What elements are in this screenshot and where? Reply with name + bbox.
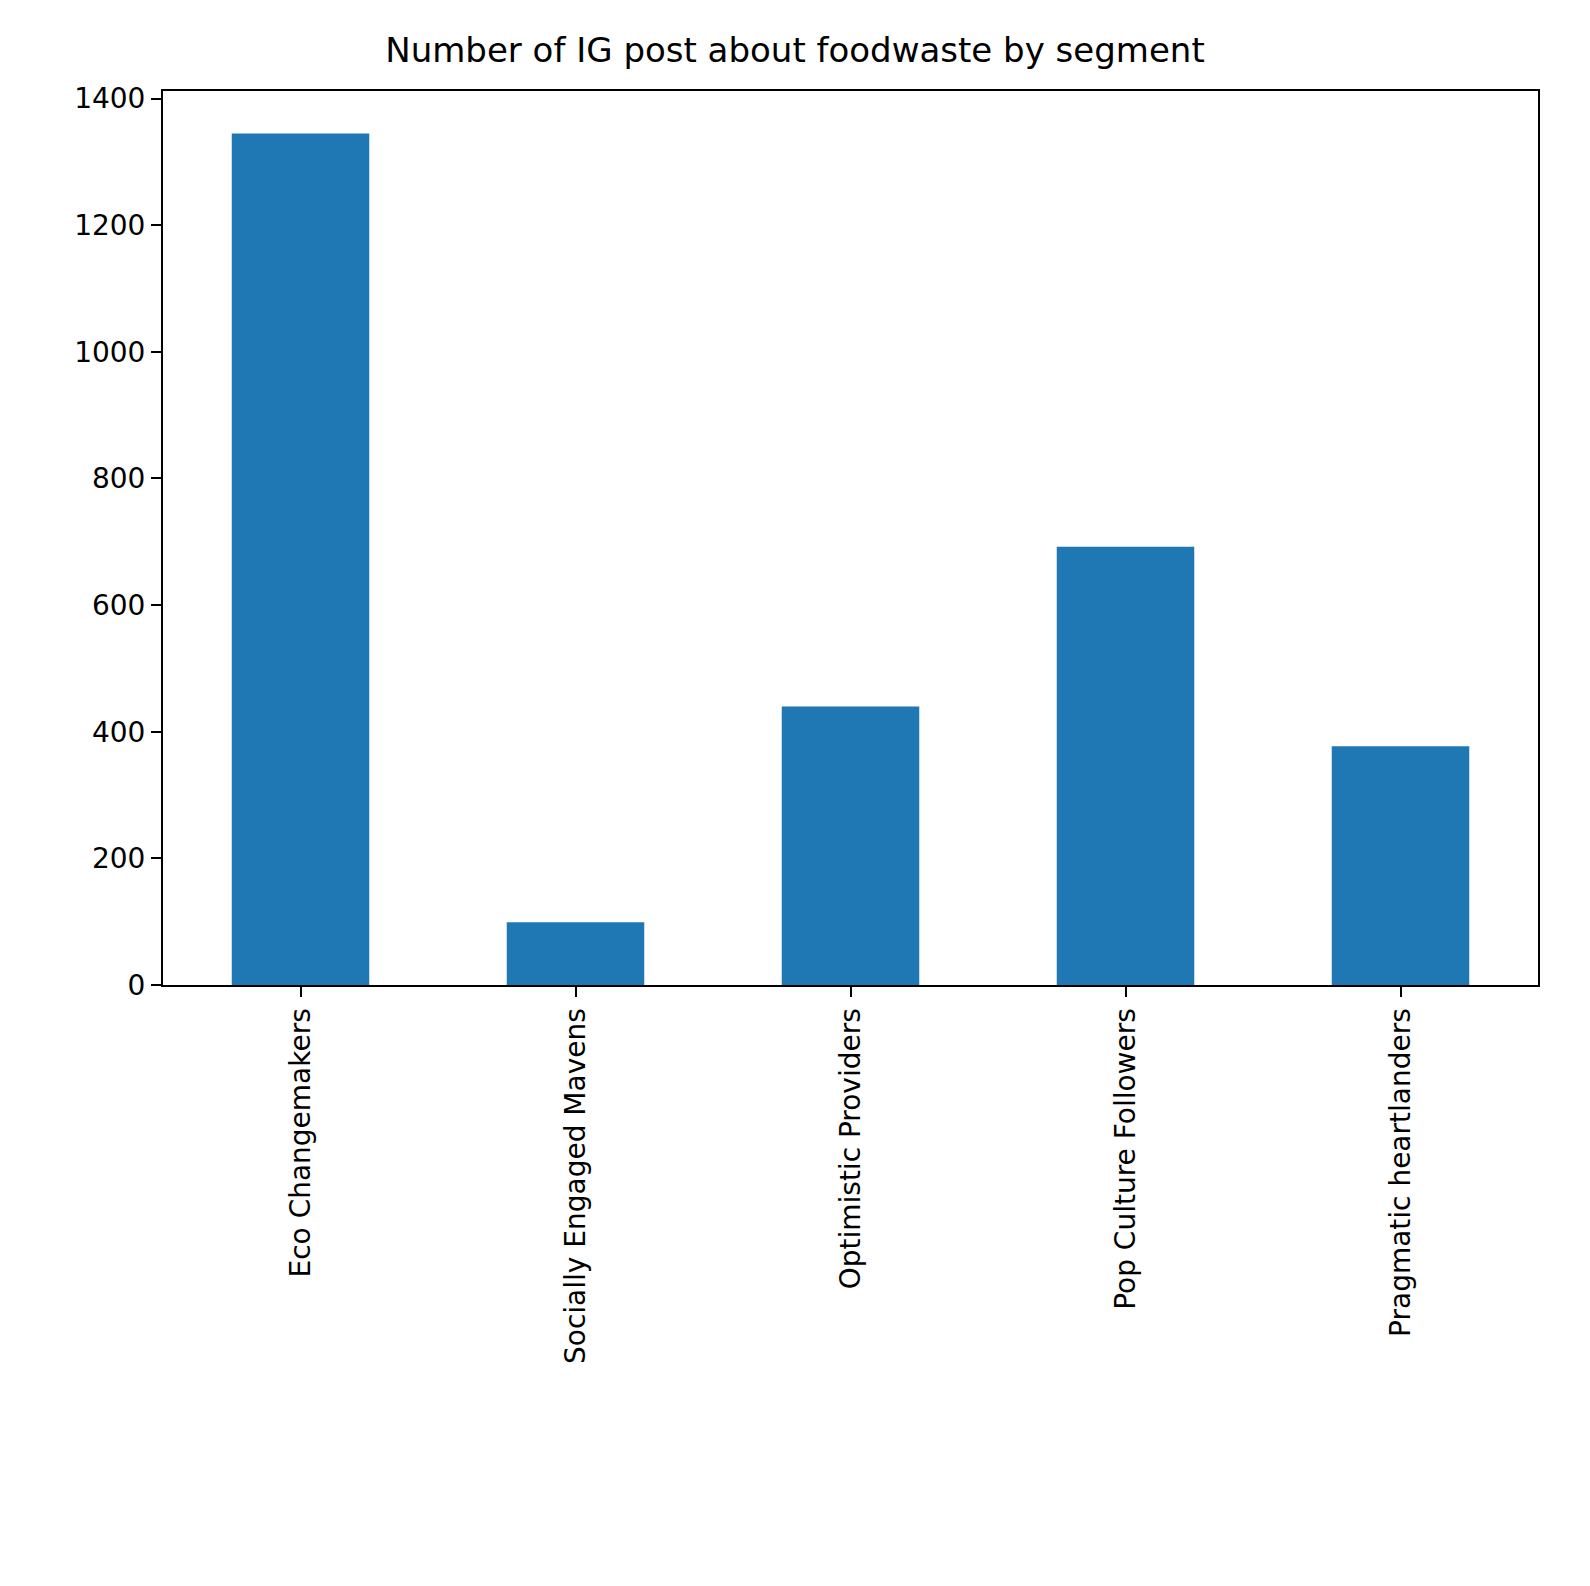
svg-text:Optimistic Providers: Optimistic Providers: [834, 1008, 867, 1289]
svg-text:800: 800: [92, 462, 145, 495]
svg-text:1400: 1400: [74, 82, 145, 115]
svg-text:1000: 1000: [74, 336, 145, 369]
svg-text:Pragmatic heartlanders: Pragmatic heartlanders: [1384, 1008, 1417, 1337]
svg-text:Number of IG post about foodwa: Number of IG post about foodwaste by seg…: [385, 30, 1205, 70]
svg-text:Socially Engaged Mavens: Socially Engaged Mavens: [559, 1008, 592, 1364]
svg-text:200: 200: [92, 842, 145, 875]
svg-text:Eco Changemakers: Eco Changemakers: [284, 1008, 317, 1277]
svg-text:400: 400: [92, 716, 145, 749]
svg-text:1200: 1200: [74, 209, 145, 242]
svg-text:Pop Culture Followers: Pop Culture Followers: [1109, 1008, 1142, 1310]
svg-text:600: 600: [92, 589, 145, 622]
svg-text:0: 0: [128, 969, 146, 1002]
